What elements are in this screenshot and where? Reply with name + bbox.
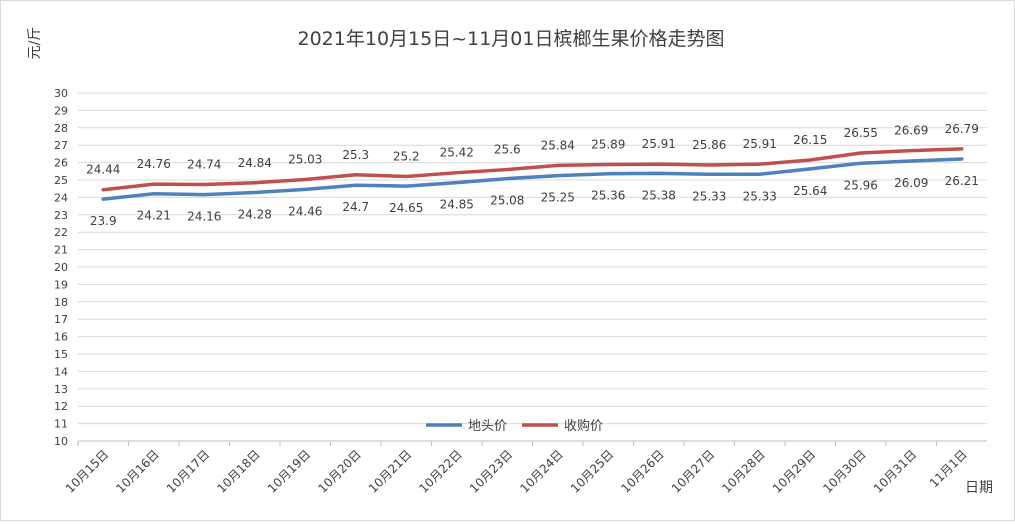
- data-label: 25.25: [541, 191, 575, 205]
- x-tick-label: 10月19日: [265, 447, 313, 495]
- y-tick-label: 18: [54, 296, 68, 309]
- data-label: 24.7: [342, 200, 369, 214]
- data-label: 25.33: [692, 189, 726, 203]
- y-tick-label: 26: [54, 157, 68, 170]
- data-label: 26.21: [945, 174, 979, 188]
- y-tick-label: 30: [54, 87, 68, 100]
- data-label: 24.74: [187, 158, 221, 172]
- y-tick-label: 10: [54, 435, 68, 448]
- x-tick-label: 10月22日: [416, 447, 464, 495]
- y-axis-ticks: 10 11 12 13 14 15 16 17 18 19 20 21 22 23 24 25 26 27 28 29…: [54, 87, 68, 448]
- data-labels: 23.9 24.21 24.16 24.28 24.46 24.7 24.65 24.85 25…: [86, 122, 979, 228]
- data-label: 24.28: [238, 208, 272, 222]
- data-label: 24.84: [238, 156, 272, 170]
- data-label: 24.76: [137, 157, 171, 171]
- x-tick-label: 11月1日: [927, 447, 970, 490]
- data-label: 23.9: [90, 214, 117, 228]
- data-label: 25.89: [591, 138, 625, 152]
- data-label: 25.84: [541, 138, 575, 152]
- x-tick-label: 10月24日: [517, 447, 565, 495]
- x-tick-label: 10月21日: [366, 447, 414, 495]
- x-tick-label: 10月26日: [618, 447, 666, 495]
- y-tick-label: 11: [54, 418, 68, 431]
- x-tick-label: 10月23日: [467, 447, 515, 495]
- data-label: 26.79: [945, 122, 979, 136]
- data-label: 24.85: [440, 198, 474, 212]
- data-label: 24.21: [137, 209, 171, 223]
- data-label: 25.91: [642, 137, 676, 151]
- y-tick-label: 15: [54, 348, 68, 361]
- y-tick-label: 12: [54, 400, 68, 413]
- x-tick-label: 10月29日: [770, 447, 818, 495]
- y-tick-label: 16: [54, 331, 68, 344]
- x-tick-label: 10月20日: [315, 447, 363, 495]
- y-tick-label: 13: [54, 383, 68, 396]
- data-label: 25.33: [743, 189, 777, 203]
- data-label: 24.46: [288, 204, 322, 218]
- x-tick-label: 10月31日: [871, 447, 919, 495]
- y-tick-label: 21: [54, 244, 68, 257]
- data-label: 25.64: [793, 184, 827, 198]
- data-label: 25.3: [342, 148, 369, 162]
- y-tick-label: 29: [54, 104, 68, 117]
- data-label: 25.42: [440, 146, 474, 160]
- y-tick-label: 24: [54, 191, 68, 204]
- x-tick-label: 10月28日: [719, 447, 767, 495]
- data-label: 25.03: [288, 152, 322, 166]
- data-label: 25.91: [743, 137, 777, 151]
- y-tick-label: 25: [54, 174, 68, 187]
- x-tick-label: 10月25日: [568, 447, 616, 495]
- gridlines: [78, 92, 987, 442]
- y-tick-label: 17: [54, 313, 68, 326]
- x-axis-ticks: 10月15日 10月16日 10月17日 10月18日 10月19日 10月20日 10月2…: [63, 441, 970, 496]
- series-line-0: [101, 157, 964, 201]
- x-tick-label: 10月18日: [214, 447, 262, 495]
- data-label: 25.38: [642, 188, 676, 202]
- data-label: 25.6: [494, 143, 521, 157]
- legend: 地头价 收购价: [426, 418, 603, 434]
- y-tick-label: 19: [54, 278, 68, 291]
- x-tick-label: 10月27日: [669, 447, 717, 495]
- legend-label: 地头价: [468, 419, 507, 434]
- data-label: 24.16: [187, 210, 221, 224]
- x-axis-title: 日期: [965, 480, 993, 496]
- legend-label: 收购价: [564, 418, 603, 434]
- data-label: 25.08: [490, 194, 524, 208]
- y-tick-label: 20: [54, 261, 68, 274]
- x-tick-label: 10月30日: [820, 447, 868, 495]
- series-layer: [101, 147, 964, 201]
- x-tick-label: 10月15日: [63, 447, 111, 495]
- y-tick-label: 14: [54, 365, 68, 378]
- data-label: 25.36: [591, 189, 625, 203]
- data-label: 26.55: [844, 126, 878, 140]
- data-label: 25.86: [692, 138, 726, 152]
- x-tick-label: 10月17日: [164, 447, 212, 495]
- data-label: 26.15: [793, 133, 827, 147]
- data-label: 26.69: [894, 124, 928, 138]
- data-label: 26.09: [894, 176, 928, 190]
- y-tick-label: 28: [54, 122, 68, 135]
- y-tick-label: 27: [54, 139, 68, 152]
- y-tick-label: 22: [54, 226, 68, 239]
- data-label: 25.96: [844, 178, 878, 192]
- y-axis-title: 元/斤: [27, 27, 43, 60]
- y-tick-label: 23: [54, 209, 68, 222]
- series-line-1: [101, 147, 964, 192]
- chart-title: 2021年10月15日~11月01日槟榔生果价格走势图: [298, 28, 725, 50]
- data-label: 24.65: [389, 201, 423, 215]
- x-tick-label: 10月16日: [113, 447, 161, 495]
- data-label: 24.44: [86, 163, 120, 177]
- data-label: 25.2: [393, 150, 420, 164]
